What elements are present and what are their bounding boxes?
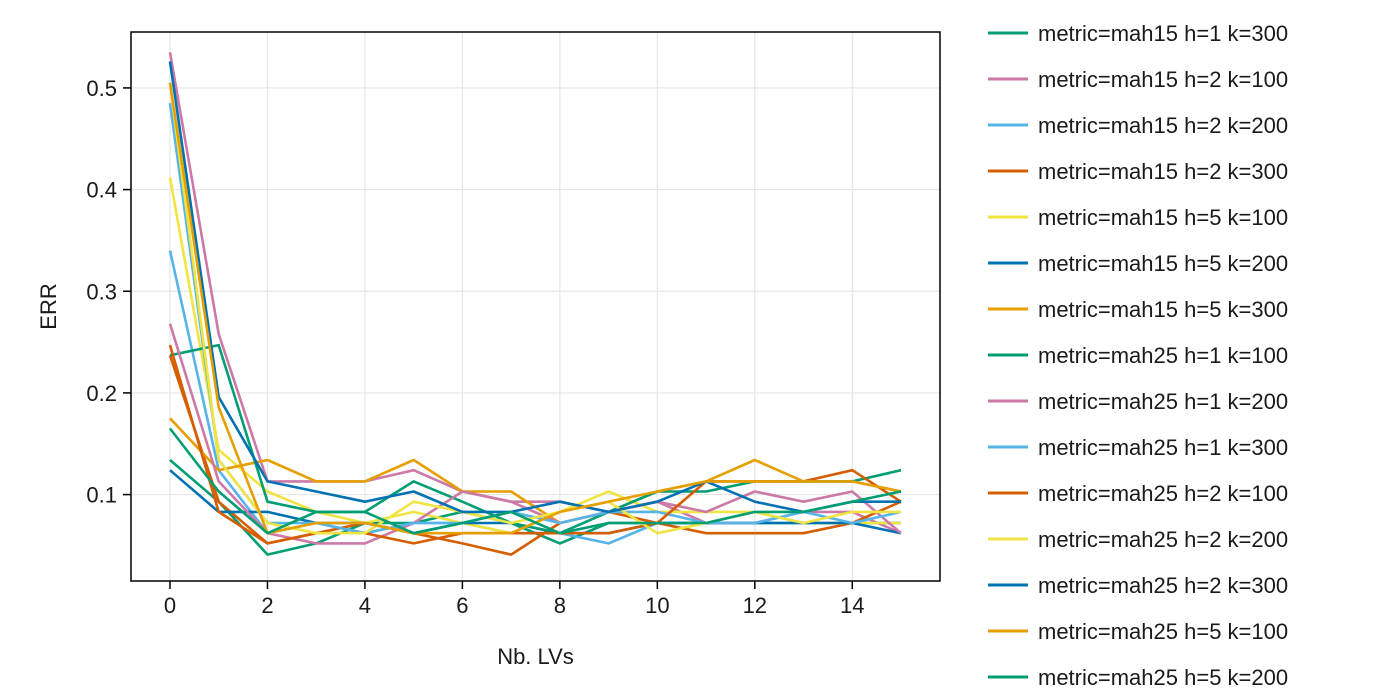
legend-label: metric=mah25 h=2 k=300 — [1038, 573, 1288, 598]
legend-label: metric=mah25 h=5 k=100 — [1038, 619, 1288, 644]
x-tick-label: 10 — [645, 593, 669, 618]
legend-label: metric=mah25 h=1 k=100 — [1038, 343, 1288, 368]
legend-label: metric=mah15 h=5 k=200 — [1038, 251, 1288, 276]
legend-item: metric=mah15 h=1 k=300 — [988, 21, 1288, 46]
legend-label: metric=mah15 h=2 k=300 — [1038, 159, 1288, 184]
series-line-15 — [168, 427, 902, 535]
x-tick-label: 0 — [164, 593, 176, 618]
y-tick-label: 0.4 — [86, 178, 117, 203]
legend-item: metric=mah25 h=5 k=100 — [988, 619, 1288, 644]
series-line-13 — [168, 61, 901, 514]
y-tick-label: 0.1 — [86, 483, 117, 508]
y-tick-label: 0.2 — [86, 381, 117, 406]
x-tick-label: 6 — [456, 593, 468, 618]
legend-item: metric=mah25 h=2 k=300 — [988, 573, 1288, 598]
x-tick-label: 12 — [743, 593, 767, 618]
legend-item: metric=mah15 h=2 k=100 — [988, 67, 1288, 92]
plot-series — [168, 52, 902, 556]
x-tick-label: 4 — [359, 593, 371, 618]
legend-label: metric=mah25 h=1 k=200 — [1038, 389, 1288, 414]
legend-item: metric=mah25 h=2 k=100 — [988, 481, 1288, 506]
plot-frame — [130, 31, 941, 582]
x-tick-label: 2 — [261, 593, 273, 618]
axis-ticks: 0 2 4 6 8 10 12 14 0.1 0.2 0.3 0.4 0.5 — [86, 76, 864, 618]
legend-label: metric=mah25 h=2 k=200 — [1038, 527, 1288, 552]
legend-item: metric=mah25 h=1 k=300 — [988, 435, 1288, 460]
x-tick-label: 14 — [840, 593, 864, 618]
legend-label: metric=mah15 h=1 k=300 — [1038, 21, 1288, 46]
y-tick-label: 0.5 — [86, 76, 117, 101]
x-axis-title: Nb. LVs — [497, 644, 574, 669]
legend-label: metric=mah25 h=5 k=200 — [1038, 665, 1288, 690]
legend-label: metric=mah25 h=2 k=100 — [1038, 481, 1288, 506]
legend: metric=mah15 h=1 k=300 metric=mah15 h=2 k… — [988, 21, 1288, 690]
y-axis-title: ERR — [36, 283, 61, 329]
x-tick-label: 8 — [554, 593, 566, 618]
legend-label: metric=mah25 h=1 k=300 — [1038, 435, 1288, 460]
legend-item: metric=mah15 h=5 k=300 — [988, 297, 1288, 322]
legend-label: metric=mah15 h=2 k=200 — [1038, 113, 1288, 138]
legend-item: metric=mah25 h=5 k=200 — [988, 665, 1288, 690]
legend-label: metric=mah15 h=2 k=100 — [1038, 67, 1288, 92]
legend-item: metric=mah25 h=1 k=100 — [988, 343, 1288, 368]
legend-item: metric=mah25 h=2 k=200 — [988, 527, 1288, 552]
y-tick-label: 0.3 — [86, 279, 117, 304]
legend-label: metric=mah15 h=5 k=300 — [1038, 297, 1288, 322]
legend-item: metric=mah15 h=5 k=100 — [988, 205, 1288, 230]
legend-label: metric=mah15 h=5 k=100 — [1038, 205, 1288, 230]
legend-item: metric=mah15 h=2 k=300 — [988, 159, 1288, 184]
legend-item: metric=mah25 h=1 k=200 — [988, 389, 1288, 414]
legend-item: metric=mah15 h=5 k=200 — [988, 251, 1288, 276]
legend-item: metric=mah15 h=2 k=200 — [988, 113, 1288, 138]
